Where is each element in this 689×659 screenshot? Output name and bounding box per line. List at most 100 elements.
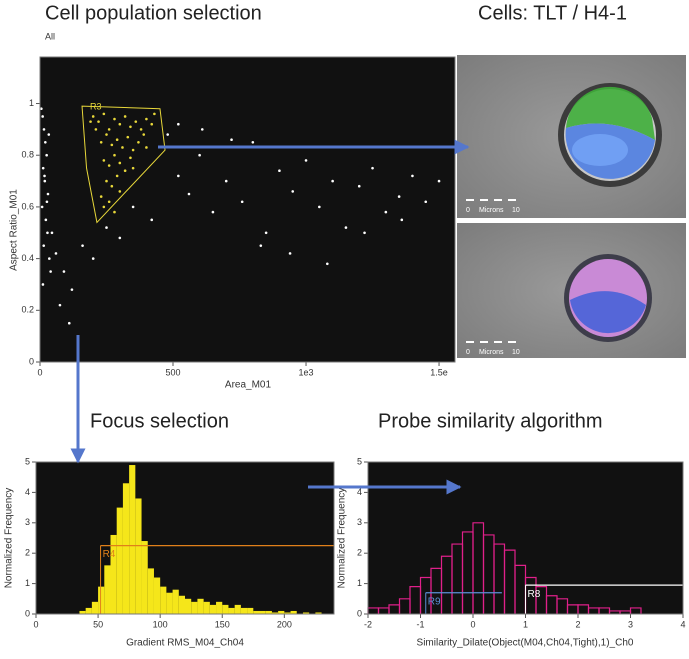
histogram-bar <box>85 607 92 614</box>
x-tick-label: 4 <box>680 619 685 629</box>
plot-frame <box>39 56 456 363</box>
point <box>58 303 62 307</box>
plot-frame <box>35 461 335 615</box>
point <box>110 184 114 188</box>
point <box>187 192 191 196</box>
histogram-bar <box>209 604 217 614</box>
point <box>211 210 215 214</box>
point <box>40 107 43 110</box>
point <box>318 205 321 209</box>
histogram-bar <box>284 612 291 614</box>
point <box>115 174 119 178</box>
point <box>331 179 334 183</box>
scale-label: 10 <box>512 349 520 356</box>
point <box>123 115 127 118</box>
point <box>198 153 201 157</box>
histogram-bar <box>265 610 272 614</box>
point <box>40 205 44 209</box>
point <box>44 140 47 144</box>
arrows <box>70 139 470 495</box>
histogram-step <box>629 607 642 614</box>
scale-label: 0 <box>466 349 470 356</box>
point <box>115 138 119 142</box>
point <box>41 283 45 286</box>
point <box>105 226 108 229</box>
point <box>99 140 103 144</box>
point <box>102 112 106 116</box>
point <box>91 115 95 118</box>
histogram-bar <box>253 610 260 614</box>
y-axis-label: Normalized Frequency <box>337 488 348 589</box>
gate-label: R8 <box>528 589 541 600</box>
x-tick-label: 1e3 <box>299 367 314 377</box>
y-tick-label: 3 <box>25 517 30 527</box>
histogram-bar <box>185 598 192 614</box>
x-axis-label: Area_M01 <box>225 380 272 391</box>
point <box>105 133 108 136</box>
histogram-bar <box>153 577 161 614</box>
gate-label: R9 <box>428 596 441 607</box>
histogram-bar <box>216 601 223 614</box>
histogram-bar <box>222 604 229 614</box>
point <box>113 210 116 214</box>
point <box>363 231 366 235</box>
point <box>107 164 111 167</box>
point <box>126 135 130 139</box>
chart-title: Focus selection <box>90 410 229 432</box>
histogram-bar <box>91 601 99 614</box>
histogram-bar <box>129 465 136 614</box>
point <box>62 270 66 273</box>
point <box>129 125 132 129</box>
point <box>357 184 361 188</box>
histogram-bar <box>290 610 297 614</box>
point <box>46 231 49 235</box>
histogram-bar <box>98 586 105 614</box>
point <box>145 146 148 149</box>
point <box>145 117 148 121</box>
point <box>91 257 95 260</box>
point <box>153 112 156 116</box>
histogram-bar <box>79 610 86 614</box>
y-axis-label: Aspect Ratio_M01 <box>9 189 20 271</box>
y-tick-label: 0 <box>25 608 30 618</box>
point <box>251 140 255 144</box>
point <box>131 148 135 152</box>
point <box>45 200 49 204</box>
point <box>118 190 122 193</box>
x-axis-label: Gradient RMS_M04_Ch04 <box>126 638 244 649</box>
histogram-bar <box>135 498 142 614</box>
x-tick-label: 0 <box>470 619 475 629</box>
histogram-bar <box>197 598 204 614</box>
y-tick-label: 4 <box>25 487 30 497</box>
y-tick-label: 4 <box>357 487 362 497</box>
y-tick-label: 0 <box>357 608 362 618</box>
point <box>118 161 122 165</box>
point <box>97 120 100 123</box>
y-tick-label: 5 <box>25 456 30 466</box>
point <box>105 179 108 183</box>
y-tick-label: 0 <box>29 356 34 366</box>
point <box>224 179 228 183</box>
point <box>41 115 44 118</box>
x-tick-label: 100 <box>153 619 168 629</box>
point <box>123 169 127 173</box>
scale-label: Microns <box>479 207 504 214</box>
point <box>50 231 54 235</box>
point <box>118 236 122 240</box>
point <box>113 153 116 157</box>
histogram-bar <box>160 586 167 614</box>
point <box>411 174 414 178</box>
x-tick-label: 0 <box>33 619 38 629</box>
point <box>177 122 180 126</box>
point <box>139 128 143 131</box>
point <box>142 133 146 136</box>
histogram-bar <box>228 607 235 614</box>
point <box>47 133 51 136</box>
point <box>107 128 111 131</box>
x-tick-label: 1 <box>523 619 528 629</box>
histogram-bar <box>315 612 322 614</box>
chart-subtitle: All <box>45 31 55 41</box>
y-tick-label: 0.8 <box>21 150 34 160</box>
point <box>288 252 292 255</box>
